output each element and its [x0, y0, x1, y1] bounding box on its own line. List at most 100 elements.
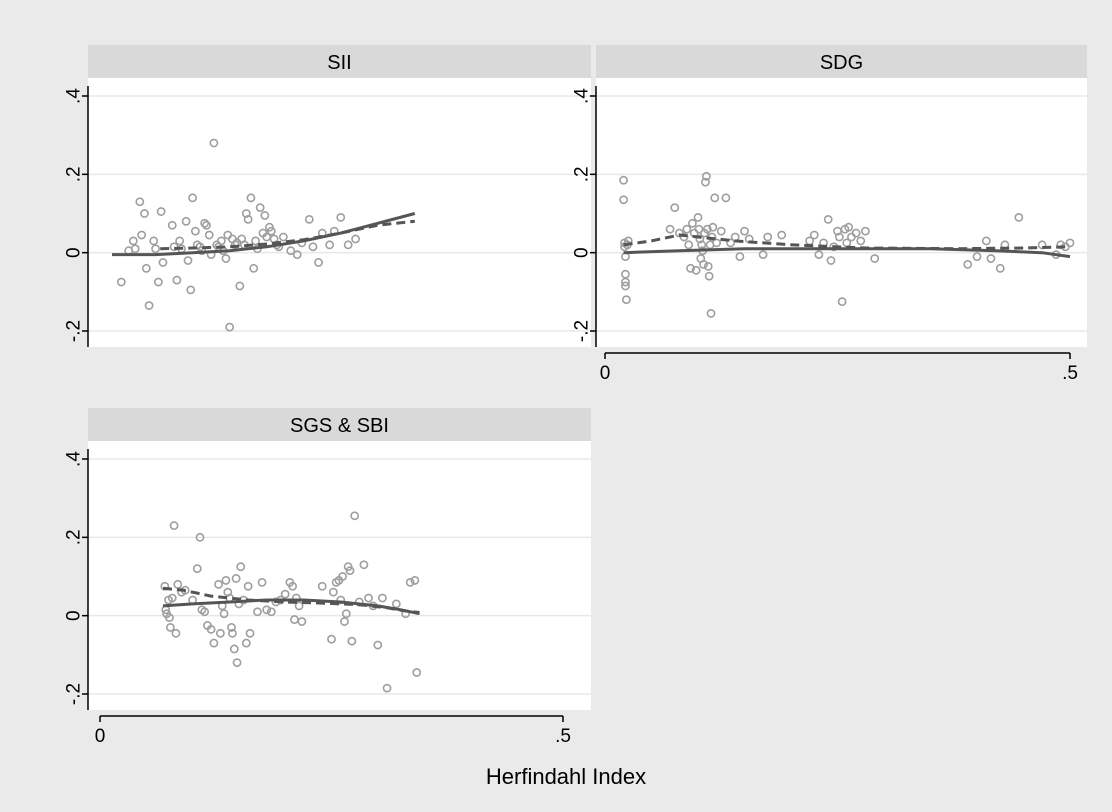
- panel-title: SDG: [820, 52, 863, 74]
- scatter-point: [255, 203, 265, 213]
- scatter-point: [701, 171, 711, 181]
- scatter-point: [410, 576, 420, 585]
- scatter-point: [260, 211, 270, 220]
- scatter-point: [171, 628, 181, 638]
- scatter-point: [691, 265, 701, 275]
- scatter-point: [359, 560, 369, 570]
- scatter-point: [149, 236, 159, 246]
- scatter-point: [699, 260, 708, 269]
- scatter-point: [246, 193, 256, 203]
- scatter-point: [241, 209, 251, 218]
- scatter-point: [405, 577, 415, 587]
- dashed-fit-line: [623, 233, 1071, 251]
- scatter-point: [710, 193, 720, 203]
- scatter-point: [345, 566, 355, 576]
- y-tick-label: -.2: [64, 320, 85, 342]
- scatter-point: [173, 579, 183, 589]
- scatter-point: [135, 197, 145, 207]
- scatter-point: [619, 175, 628, 185]
- scatter-point: [251, 236, 260, 246]
- y-tick-label: .4: [572, 88, 593, 104]
- scatter-point: [243, 214, 253, 224]
- scatter-point: [200, 607, 210, 617]
- scatter-point: [172, 275, 182, 285]
- x-tick-label: 0: [600, 363, 611, 384]
- scatter-point: [347, 636, 357, 646]
- scatter-point: [243, 581, 253, 591]
- scatter-point: [995, 263, 1005, 273]
- scatter-point: [253, 607, 262, 617]
- scatter-point: [373, 640, 383, 650]
- scatter-point: [169, 521, 179, 530]
- scatter-point: [619, 195, 628, 205]
- scatter-point: [679, 232, 689, 242]
- solid-fit-line: [112, 212, 416, 257]
- scatter-point: [740, 226, 749, 236]
- scatter-point: [288, 581, 298, 591]
- scatter-point: [186, 285, 196, 295]
- scatter-point: [814, 250, 824, 260]
- scatter-point: [128, 236, 138, 246]
- scatter-point: [215, 628, 225, 638]
- scatter-point: [308, 242, 318, 252]
- scatter-point: [141, 263, 151, 273]
- scatter-point: [1065, 238, 1075, 248]
- panel-3: SGS & SBI -.2 0 .2 .4 0 .5: [64, 408, 591, 747]
- scatter-point: [708, 222, 718, 232]
- scatter-point: [292, 250, 302, 260]
- scatter-point: [721, 193, 731, 203]
- scatter-point: [192, 564, 202, 574]
- scatter-point: [327, 634, 336, 644]
- scatter-point: [684, 240, 694, 250]
- scatter-point: [688, 218, 697, 228]
- panel-header: [88, 45, 591, 78]
- scatter-point: [304, 214, 314, 224]
- panel-2: SDG -.2 0 .2 .4 0 .5: [572, 45, 1087, 384]
- x-tick-label: .5: [555, 726, 571, 747]
- scatter-point: [837, 297, 847, 307]
- scatter-point: [763, 232, 773, 242]
- scatter-point: [986, 254, 996, 263]
- scatter-point: [195, 532, 205, 542]
- scatter-point: [682, 224, 692, 234]
- scatter-point: [280, 589, 290, 599]
- x-axis-title: Herfindahl Index: [486, 764, 646, 789]
- scatter-point: [758, 250, 768, 260]
- panel-title: SII: [327, 52, 351, 74]
- panel-1: SII -.2 0 .2 .4: [64, 45, 591, 347]
- scatter-point: [1014, 213, 1024, 222]
- scatter-point: [826, 256, 836, 265]
- y-tick-label: .2: [64, 166, 85, 182]
- scatter-point: [834, 232, 844, 242]
- scatter-point: [621, 281, 630, 291]
- scatter-point: [621, 277, 630, 287]
- scatter-point: [294, 601, 304, 611]
- scatter-point: [686, 263, 695, 273]
- scatter-point: [851, 228, 861, 238]
- scatter-point: [712, 238, 721, 248]
- x-tick-label: 0: [95, 726, 106, 747]
- scatter-point: [165, 623, 175, 632]
- scatter-point: [130, 244, 140, 254]
- scatter-point: [981, 236, 991, 246]
- scatter-point: [703, 261, 713, 271]
- scatter-point: [214, 579, 223, 589]
- scatter-point: [695, 234, 705, 244]
- scatter-point: [314, 258, 323, 267]
- scatter-point: [621, 295, 631, 305]
- scatter-point: [262, 605, 272, 615]
- scatter-point: [412, 668, 422, 677]
- scatter-point: [232, 658, 242, 668]
- scatter-point: [338, 572, 348, 581]
- scatter-point: [158, 258, 168, 267]
- scatter-point: [328, 587, 338, 597]
- scatter-point: [167, 220, 177, 230]
- scatter-point: [870, 254, 880, 263]
- scatter-point: [206, 624, 216, 634]
- scatter-point: [336, 595, 346, 605]
- scatter-point: [188, 193, 197, 203]
- scatter-point: [670, 203, 680, 213]
- scatter-point: [972, 252, 982, 261]
- scatter-point: [223, 587, 233, 597]
